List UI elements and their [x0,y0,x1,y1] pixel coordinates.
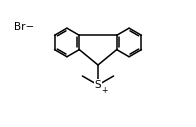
Text: +: + [101,86,108,95]
Text: S: S [95,80,101,90]
Text: Br−: Br− [14,22,34,32]
